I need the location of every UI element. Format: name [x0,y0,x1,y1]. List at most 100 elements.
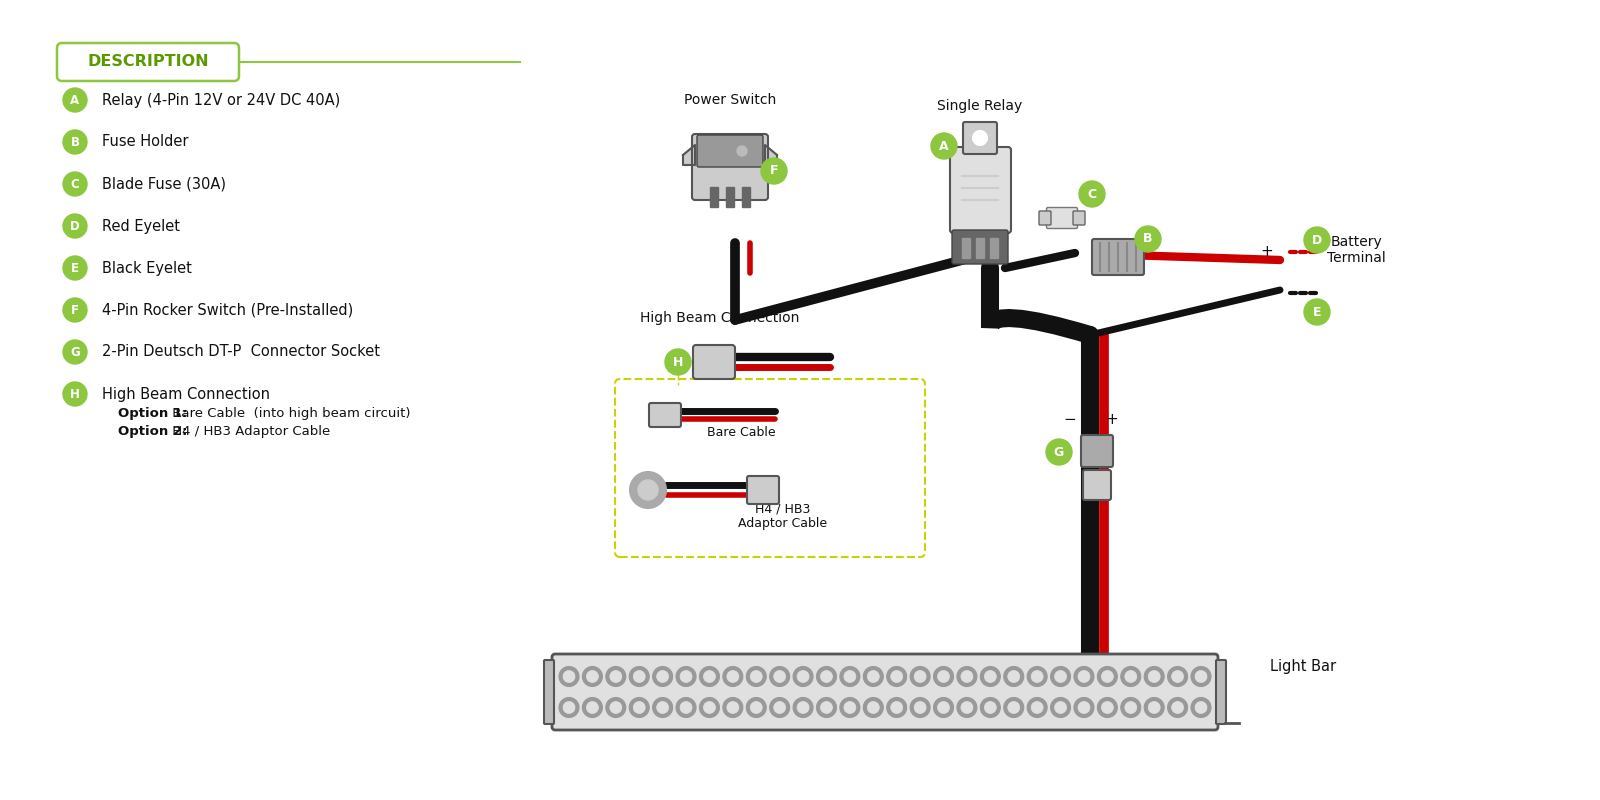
Circle shape [914,670,926,682]
Text: Option 2:: Option 2: [118,426,187,438]
Circle shape [62,214,86,238]
Circle shape [723,666,742,686]
Circle shape [1030,702,1043,714]
Text: Blade Fuse (30A): Blade Fuse (30A) [102,177,226,191]
Circle shape [1168,666,1187,686]
Circle shape [981,666,1000,686]
Text: 4-Pin Rocker Switch (Pre-Installed): 4-Pin Rocker Switch (Pre-Installed) [102,302,354,318]
Circle shape [1078,181,1106,207]
Circle shape [62,172,86,196]
Circle shape [1171,702,1184,714]
Circle shape [1003,698,1024,718]
Circle shape [610,702,622,714]
Text: Battery
Terminal: Battery Terminal [1326,235,1386,265]
Text: C: C [70,178,80,190]
Circle shape [840,666,859,686]
Circle shape [750,702,762,714]
Circle shape [984,702,997,714]
Circle shape [634,670,645,682]
Circle shape [606,666,626,686]
Circle shape [699,698,720,718]
Text: F: F [770,165,778,178]
Circle shape [656,670,669,682]
Text: Option 1:: Option 1: [118,407,187,421]
Circle shape [634,702,645,714]
Circle shape [1149,702,1160,714]
Bar [726,187,734,207]
Circle shape [886,666,907,686]
Circle shape [62,382,86,406]
Text: D: D [1312,234,1322,246]
FancyBboxPatch shape [952,230,1008,264]
Text: G: G [1054,446,1064,458]
Polygon shape [765,145,778,165]
Circle shape [886,698,907,718]
Circle shape [680,702,693,714]
Text: Bare Cable  (into high beam circuit): Bare Cable (into high beam circuit) [168,407,411,421]
Circle shape [1051,698,1070,718]
FancyBboxPatch shape [950,147,1011,233]
Bar [976,238,984,258]
Text: B: B [1144,233,1152,246]
Circle shape [774,702,786,714]
Polygon shape [683,145,694,165]
Text: Fuse Holder: Fuse Holder [102,134,189,150]
Circle shape [723,698,742,718]
FancyBboxPatch shape [698,135,763,167]
Text: E: E [70,262,78,274]
Bar [962,238,970,258]
Text: −: − [1064,413,1077,427]
Circle shape [1054,670,1067,682]
Circle shape [558,666,579,686]
Circle shape [1008,702,1019,714]
Circle shape [62,88,86,112]
Circle shape [587,670,598,682]
Circle shape [1190,698,1211,718]
Circle shape [864,698,883,718]
Circle shape [1074,698,1094,718]
Circle shape [957,666,978,686]
Circle shape [821,702,832,714]
Circle shape [933,666,954,686]
Circle shape [1051,666,1070,686]
Circle shape [816,666,837,686]
Circle shape [726,702,739,714]
Circle shape [1101,670,1114,682]
Circle shape [1134,226,1162,252]
Circle shape [1195,702,1206,714]
Circle shape [1046,439,1072,465]
Circle shape [821,670,832,682]
Circle shape [770,666,790,686]
Text: 2-Pin Deutsch DT-P  Connector Socket: 2-Pin Deutsch DT-P Connector Socket [102,345,381,359]
Circle shape [774,670,786,682]
Bar [742,187,750,207]
Circle shape [62,256,86,280]
Circle shape [762,158,787,184]
Circle shape [750,670,762,682]
Circle shape [962,670,973,682]
Circle shape [563,670,574,682]
Circle shape [984,670,997,682]
Circle shape [1120,666,1141,686]
Text: −: − [1261,286,1274,301]
Circle shape [794,698,813,718]
Circle shape [699,666,720,686]
Text: F: F [70,303,78,317]
Circle shape [563,702,574,714]
Circle shape [1003,666,1024,686]
Circle shape [62,298,86,322]
Circle shape [1149,670,1160,682]
Circle shape [914,702,926,714]
Circle shape [1008,670,1019,682]
Circle shape [1168,698,1187,718]
FancyBboxPatch shape [691,134,768,200]
FancyBboxPatch shape [1038,211,1051,225]
Circle shape [606,698,626,718]
Text: Relay (4-Pin 12V or 24V DC 40A): Relay (4-Pin 12V or 24V DC 40A) [102,93,341,107]
Text: Light Bar: Light Bar [1270,659,1336,674]
Circle shape [587,702,598,714]
Circle shape [1171,670,1184,682]
Circle shape [797,702,810,714]
Circle shape [666,349,691,375]
Circle shape [677,698,696,718]
